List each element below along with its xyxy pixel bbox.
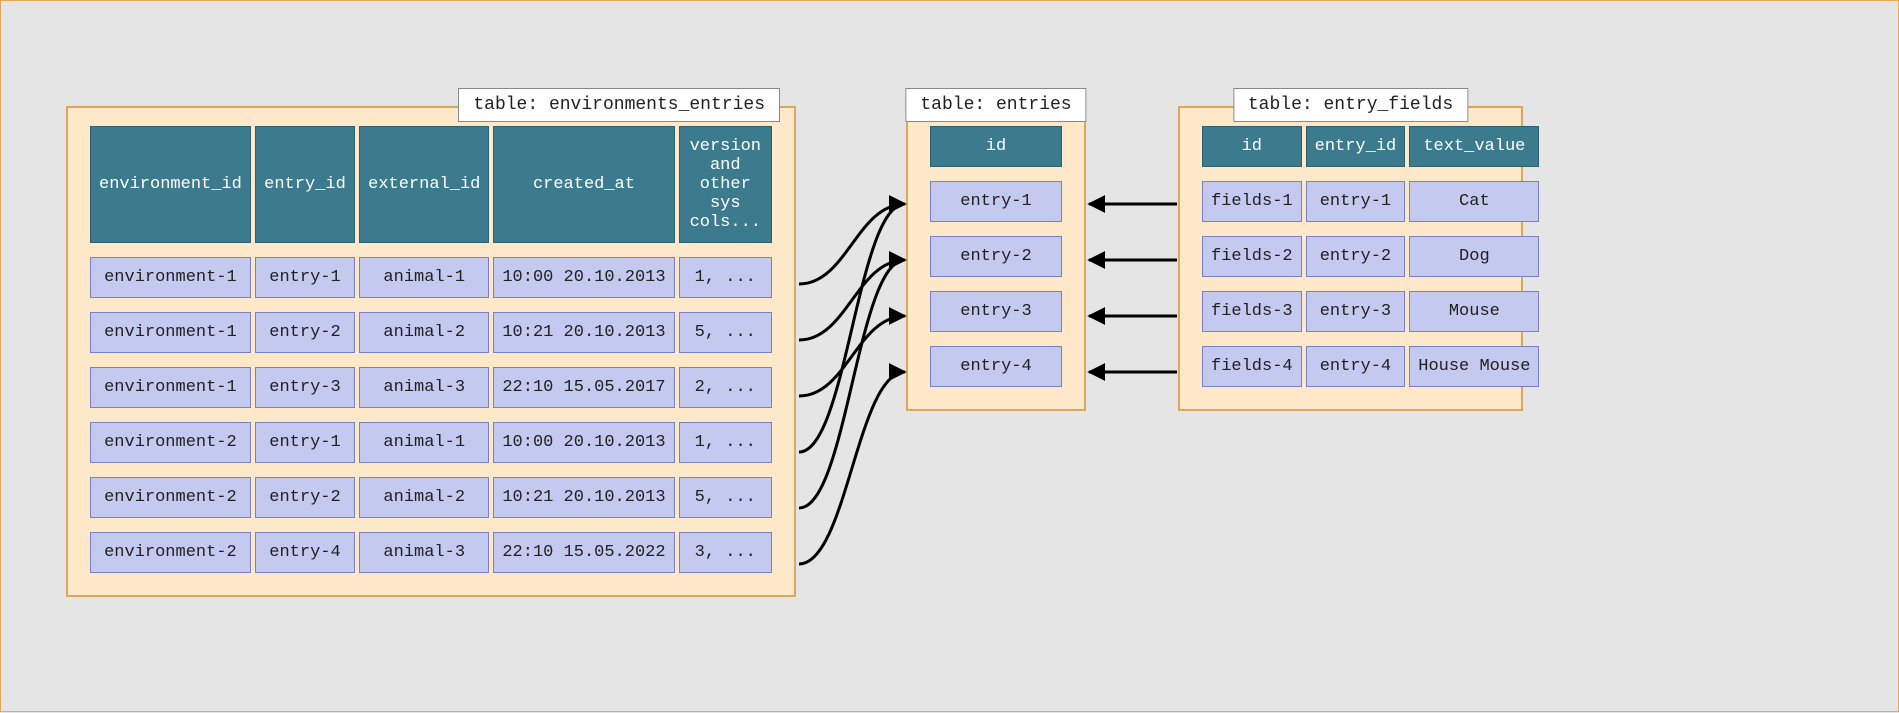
table-cell: 22:10 15.05.2022 [493, 532, 674, 573]
table-header-row: id [930, 126, 1062, 167]
table-cell: entry-1 [1306, 181, 1406, 222]
column-header: entry_id [255, 126, 355, 243]
table-cell: 22:10 15.05.2017 [493, 367, 674, 408]
column-header: entry_id [1306, 126, 1406, 167]
table-cell: 10:21 20.10.2013 [493, 312, 674, 353]
table-cell: 10:21 20.10.2013 [493, 477, 674, 518]
table-cell: animal-3 [359, 532, 489, 573]
table-cell: entry-3 [255, 367, 355, 408]
table-cell: fields-2 [1202, 236, 1302, 277]
table-cell: entry-4 [1306, 346, 1406, 387]
table-row: fields-4entry-4House Mouse [1202, 346, 1539, 387]
table-row: environment-1entry-3animal-322:10 15.05.… [90, 367, 772, 408]
table-cell: entry-2 [1306, 236, 1406, 277]
table-cell: 5, ... [679, 312, 772, 353]
table-title: table: entries [905, 88, 1086, 122]
column-header: text_value [1409, 126, 1539, 167]
table-cell: animal-2 [359, 477, 489, 518]
column-header: id [930, 126, 1062, 167]
table-environments-entries: table: environments_entriesenvironment_i… [66, 106, 796, 597]
table-cell: fields-3 [1202, 291, 1302, 332]
table-title: table: entry_fields [1233, 88, 1468, 122]
table-entry-fields: table: entry_fieldsidentry_idtext_valuef… [1178, 106, 1523, 411]
table-row: environment-1entry-2animal-210:21 20.10.… [90, 312, 772, 353]
table-cell: entry-3 [1306, 291, 1406, 332]
table-cell: entry-4 [930, 346, 1062, 387]
table-cell: environment-2 [90, 422, 251, 463]
table-cell: Dog [1409, 236, 1539, 277]
table-cell: 5, ... [679, 477, 772, 518]
table-cell: animal-1 [359, 422, 489, 463]
connector-left-to-entries [799, 316, 905, 396]
column-header: external_id [359, 126, 489, 243]
table-row: environment-2entry-4animal-322:10 15.05.… [90, 532, 772, 573]
table-row: fields-1entry-1Cat [1202, 181, 1539, 222]
connector-left-to-entries [799, 204, 905, 284]
table-cell: entry-2 [255, 477, 355, 518]
table-cell: House Mouse [1409, 346, 1539, 387]
table-cell: 3, ... [679, 532, 772, 573]
table-cell: fields-1 [1202, 181, 1302, 222]
table-cell: entry-1 [930, 181, 1062, 222]
table-cell: animal-3 [359, 367, 489, 408]
table-cell: 1, ... [679, 257, 772, 298]
table-row: environment-2entry-2animal-210:21 20.10.… [90, 477, 772, 518]
table-cell: animal-1 [359, 257, 489, 298]
table-entries: table: entriesidentry-1entry-2entry-3ent… [906, 106, 1086, 411]
connector-left-to-entries [799, 260, 905, 340]
table-cell: environment-1 [90, 312, 251, 353]
table-cell: entry-3 [930, 291, 1062, 332]
table-cell: environment-2 [90, 532, 251, 573]
column-header: created_at [493, 126, 674, 243]
table-cell: entry-1 [255, 422, 355, 463]
table-row: entry-2 [930, 236, 1062, 277]
table-cell: fields-4 [1202, 346, 1302, 387]
table-title: table: environments_entries [458, 88, 780, 122]
table-cell: 10:00 20.10.2013 [493, 422, 674, 463]
table-row: environment-1entry-1animal-110:00 20.10.… [90, 257, 772, 298]
table-cell: entry-1 [255, 257, 355, 298]
connector-left-to-entries [799, 260, 905, 508]
table-header-row: environment_identry_idexternal_idcreated… [90, 126, 772, 243]
table-cell: entry-2 [930, 236, 1062, 277]
table-cell: environment-2 [90, 477, 251, 518]
table-header-row: identry_idtext_value [1202, 126, 1539, 167]
table-cell: 2, ... [679, 367, 772, 408]
table-row: entry-1 [930, 181, 1062, 222]
connector-left-to-entries [799, 372, 905, 564]
table-row: fields-2entry-2Dog [1202, 236, 1539, 277]
table-cell: 10:00 20.10.2013 [493, 257, 674, 298]
table-cell: animal-2 [359, 312, 489, 353]
table-row: fields-3entry-3Mouse [1202, 291, 1539, 332]
table-row: entry-4 [930, 346, 1062, 387]
table-cell: 1, ... [679, 422, 772, 463]
table-cell: environment-1 [90, 257, 251, 298]
table-row: environment-2entry-1animal-110:00 20.10.… [90, 422, 772, 463]
table-row: entry-3 [930, 291, 1062, 332]
table-cell: environment-1 [90, 367, 251, 408]
column-header: version and other sys cols... [679, 126, 772, 243]
table-cell: entry-4 [255, 532, 355, 573]
table-cell: entry-2 [255, 312, 355, 353]
table-cell: Cat [1409, 181, 1539, 222]
column-header: id [1202, 126, 1302, 167]
connector-left-to-entries [799, 204, 905, 452]
column-header: environment_id [90, 126, 251, 243]
table-cell: Mouse [1409, 291, 1539, 332]
